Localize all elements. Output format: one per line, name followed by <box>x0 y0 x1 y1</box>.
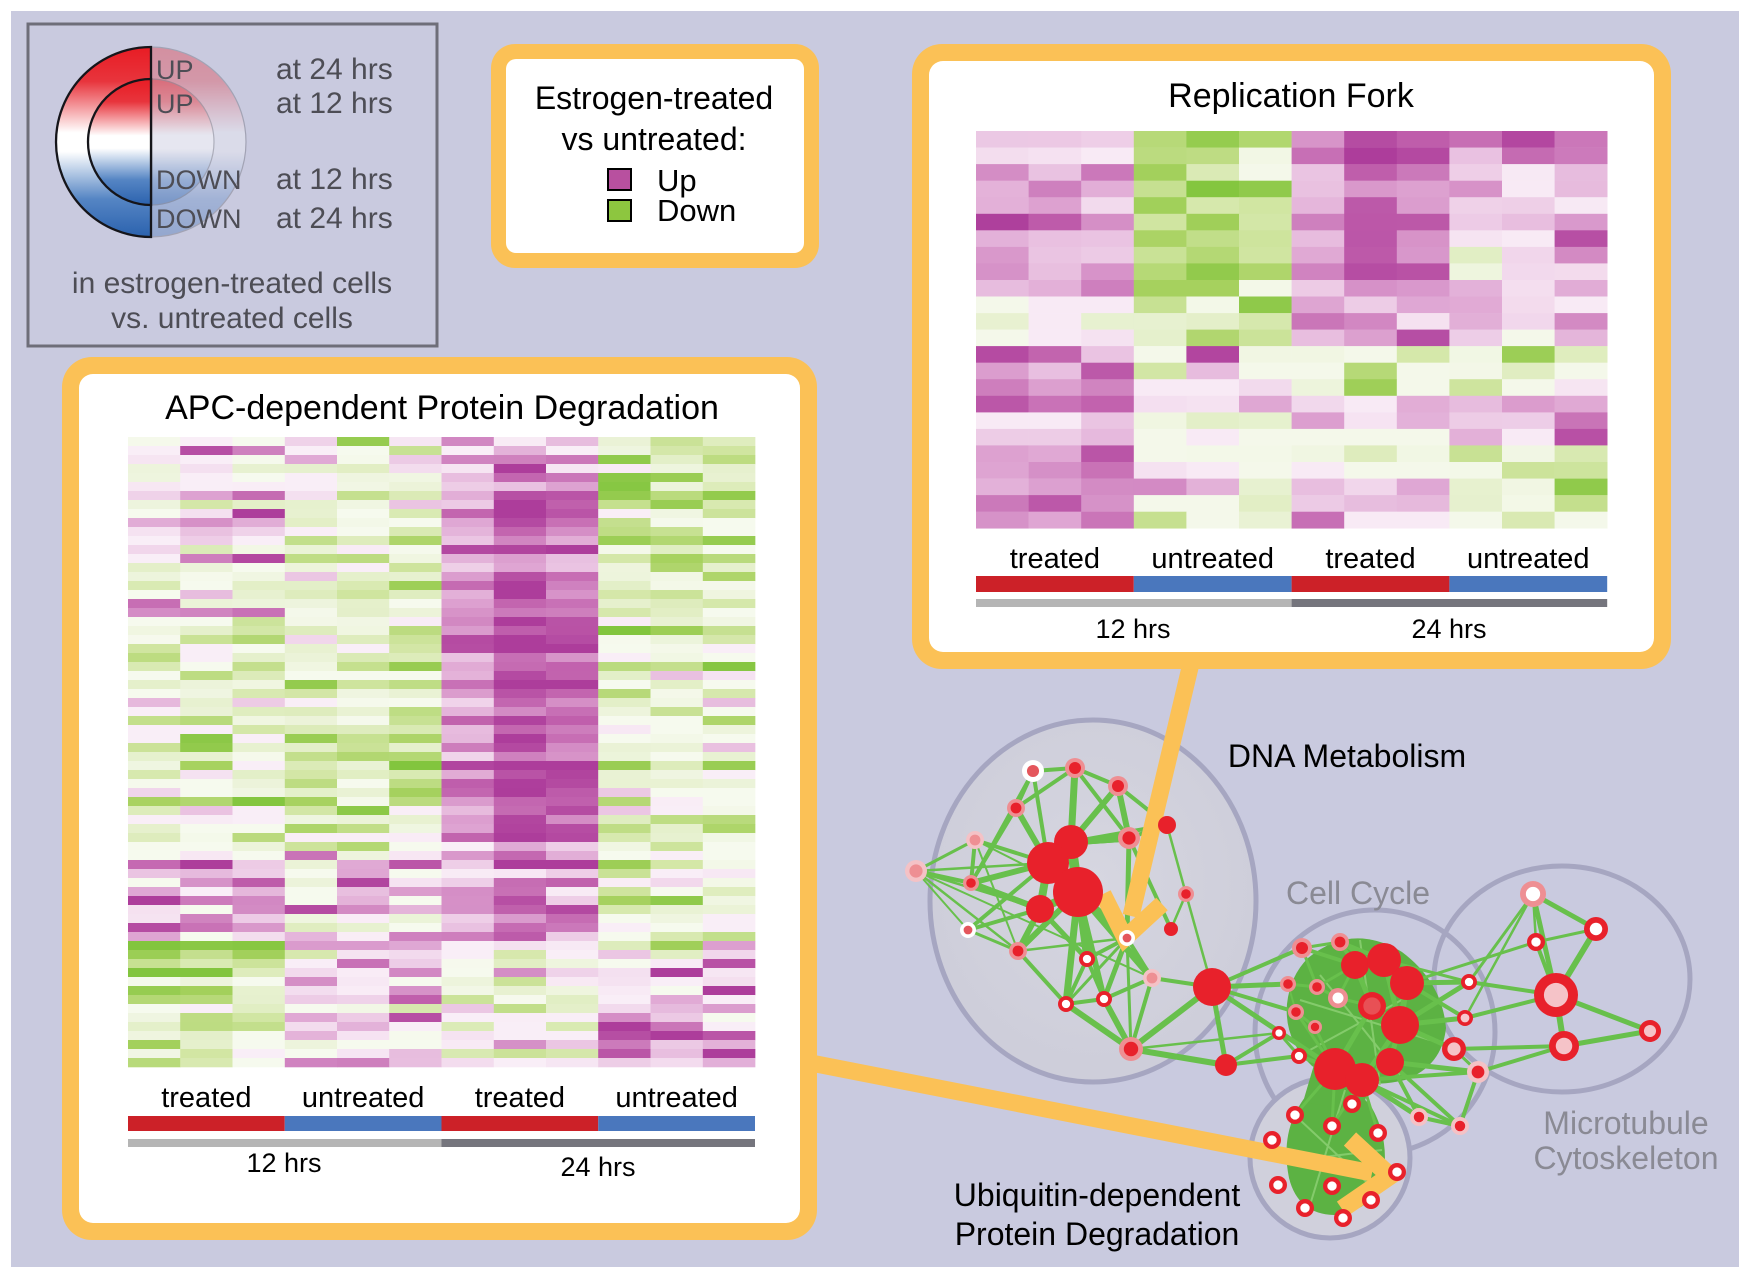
svg-text:DOWN: DOWN <box>156 204 241 234</box>
svg-text:Cytoskeleton: Cytoskeleton <box>1534 1140 1719 1176</box>
svg-text:24 hrs: 24 hrs <box>560 1152 635 1182</box>
svg-text:12 hrs: 12 hrs <box>246 1148 321 1178</box>
svg-text:Up: Up <box>657 163 697 198</box>
svg-text:24 hrs: 24 hrs <box>1411 614 1486 644</box>
svg-text:vs untreated:: vs untreated: <box>562 121 747 157</box>
svg-text:Protein Degradation: Protein Degradation <box>955 1216 1240 1252</box>
svg-text:treated: treated <box>475 1082 565 1114</box>
svg-text:untreated: untreated <box>1467 543 1590 575</box>
svg-text:Replication Fork: Replication Fork <box>1168 77 1415 115</box>
svg-text:DNA Metabolism: DNA Metabolism <box>1228 738 1466 774</box>
svg-text:Cell Cycle: Cell Cycle <box>1286 875 1430 911</box>
svg-text:at 12 hrs: at 12 hrs <box>276 163 393 196</box>
svg-text:Down: Down <box>657 193 736 228</box>
svg-text:Ubiquitin-dependent: Ubiquitin-dependent <box>954 1177 1241 1213</box>
svg-text:treated: treated <box>1010 543 1100 575</box>
svg-text:in estrogen-treated cells: in estrogen-treated cells <box>72 267 392 300</box>
svg-text:treated: treated <box>1325 543 1415 575</box>
svg-text:DOWN: DOWN <box>156 165 241 195</box>
svg-text:APC-dependent Protein Degradat: APC-dependent Protein Degradation <box>165 389 719 427</box>
svg-text:at 12 hrs: at 12 hrs <box>276 87 393 120</box>
svg-text:at 24 hrs: at 24 hrs <box>276 202 393 235</box>
svg-text:12 hrs: 12 hrs <box>1095 614 1170 644</box>
svg-text:untreated: untreated <box>302 1082 425 1114</box>
svg-text:UP: UP <box>156 89 194 119</box>
svg-text:Microtubule: Microtubule <box>1543 1105 1708 1141</box>
svg-text:vs. untreated cells: vs. untreated cells <box>111 302 353 335</box>
svg-text:Estrogen-treated: Estrogen-treated <box>535 80 773 116</box>
svg-text:untreated: untreated <box>615 1082 738 1114</box>
svg-text:UP: UP <box>156 55 194 85</box>
svg-text:untreated: untreated <box>1151 543 1274 575</box>
svg-text:treated: treated <box>161 1082 251 1114</box>
svg-text:at 24 hrs: at 24 hrs <box>276 53 393 86</box>
